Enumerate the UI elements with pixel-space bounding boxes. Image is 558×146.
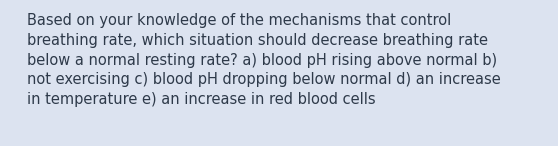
Text: breathing rate, which situation should decrease breathing rate: breathing rate, which situation should d… [27,33,488,48]
Text: below a normal resting rate? a) blood pH rising above normal b): below a normal resting rate? a) blood pH… [27,53,497,68]
Text: Based on your knowledge of the mechanisms that control: Based on your knowledge of the mechanism… [27,13,451,28]
Text: not exercising c) blood pH dropping below normal d) an increase: not exercising c) blood pH dropping belo… [27,72,501,87]
Text: in temperature e) an increase in red blood cells: in temperature e) an increase in red blo… [27,92,376,107]
